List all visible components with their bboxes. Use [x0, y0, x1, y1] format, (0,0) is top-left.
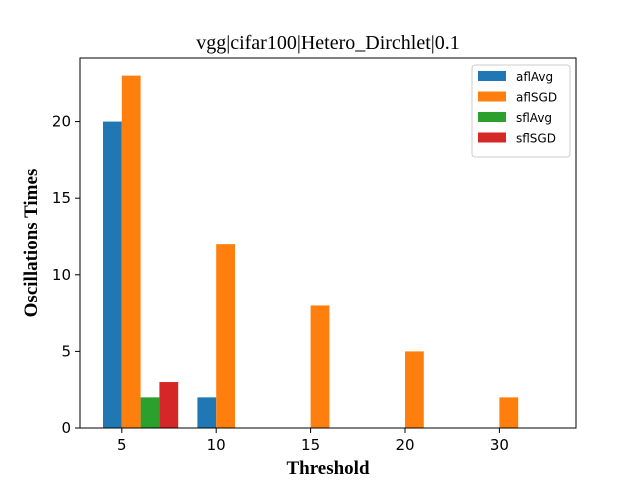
legend-swatch-aflAvg — [478, 71, 506, 81]
x-tick-label: 15 — [301, 436, 320, 454]
y-tick-label: 15 — [52, 189, 71, 207]
legend-label-aflSGD: aflSGD — [516, 91, 557, 105]
plot-area-frame — [79, 57, 577, 429]
bar-aflSGD-30 — [499, 397, 519, 428]
chart-title: vgg|cifar100|Hetero_Dirchlet|0.1 — [196, 32, 460, 54]
y-axis-label: Oscillations Times — [21, 169, 42, 318]
bar-aflSGD-5 — [121, 75, 141, 429]
legend-swatch-sflSGD — [478, 132, 506, 143]
y-tick-label: 10 — [52, 266, 71, 284]
legend-label-sflAvg: sflAvg — [516, 111, 552, 125]
legend-swatch-sflAvg — [478, 112, 506, 122]
x-tick-label: 5 — [117, 436, 127, 454]
legend: aflAvg aflSGD sflAvg sflSGD — [471, 64, 571, 158]
y-tick-label: 0 — [61, 419, 71, 437]
legend-swatch-aflSGD — [478, 91, 506, 102]
y-axis-ticks: 0 5 10 15 20 — [52, 113, 80, 437]
x-axis-label: Threshold — [286, 458, 370, 479]
bar-sflSGD-5 — [159, 382, 179, 428]
bar-aflAvg-10 — [197, 397, 217, 428]
bar-aflSGD-10 — [216, 244, 235, 428]
x-tick-label: 30 — [490, 436, 509, 454]
y-tick-label: 5 — [61, 342, 71, 360]
bars-group — [103, 75, 519, 429]
bar-aflAvg-5 — [103, 121, 122, 428]
bar-aflSGD-15 — [310, 305, 330, 428]
bar-aflSGD-20 — [405, 351, 424, 428]
legend-label-sflSGD: sflSGD — [516, 132, 556, 146]
x-tick-label: 20 — [395, 436, 414, 454]
x-axis-ticks: 5 10 15 20 30 — [117, 428, 509, 454]
x-tick-label: 10 — [207, 436, 226, 454]
y-tick-label: 20 — [52, 113, 71, 131]
bar-sflAvg-5 — [140, 397, 160, 428]
legend-label-aflAvg: aflAvg — [516, 70, 553, 84]
